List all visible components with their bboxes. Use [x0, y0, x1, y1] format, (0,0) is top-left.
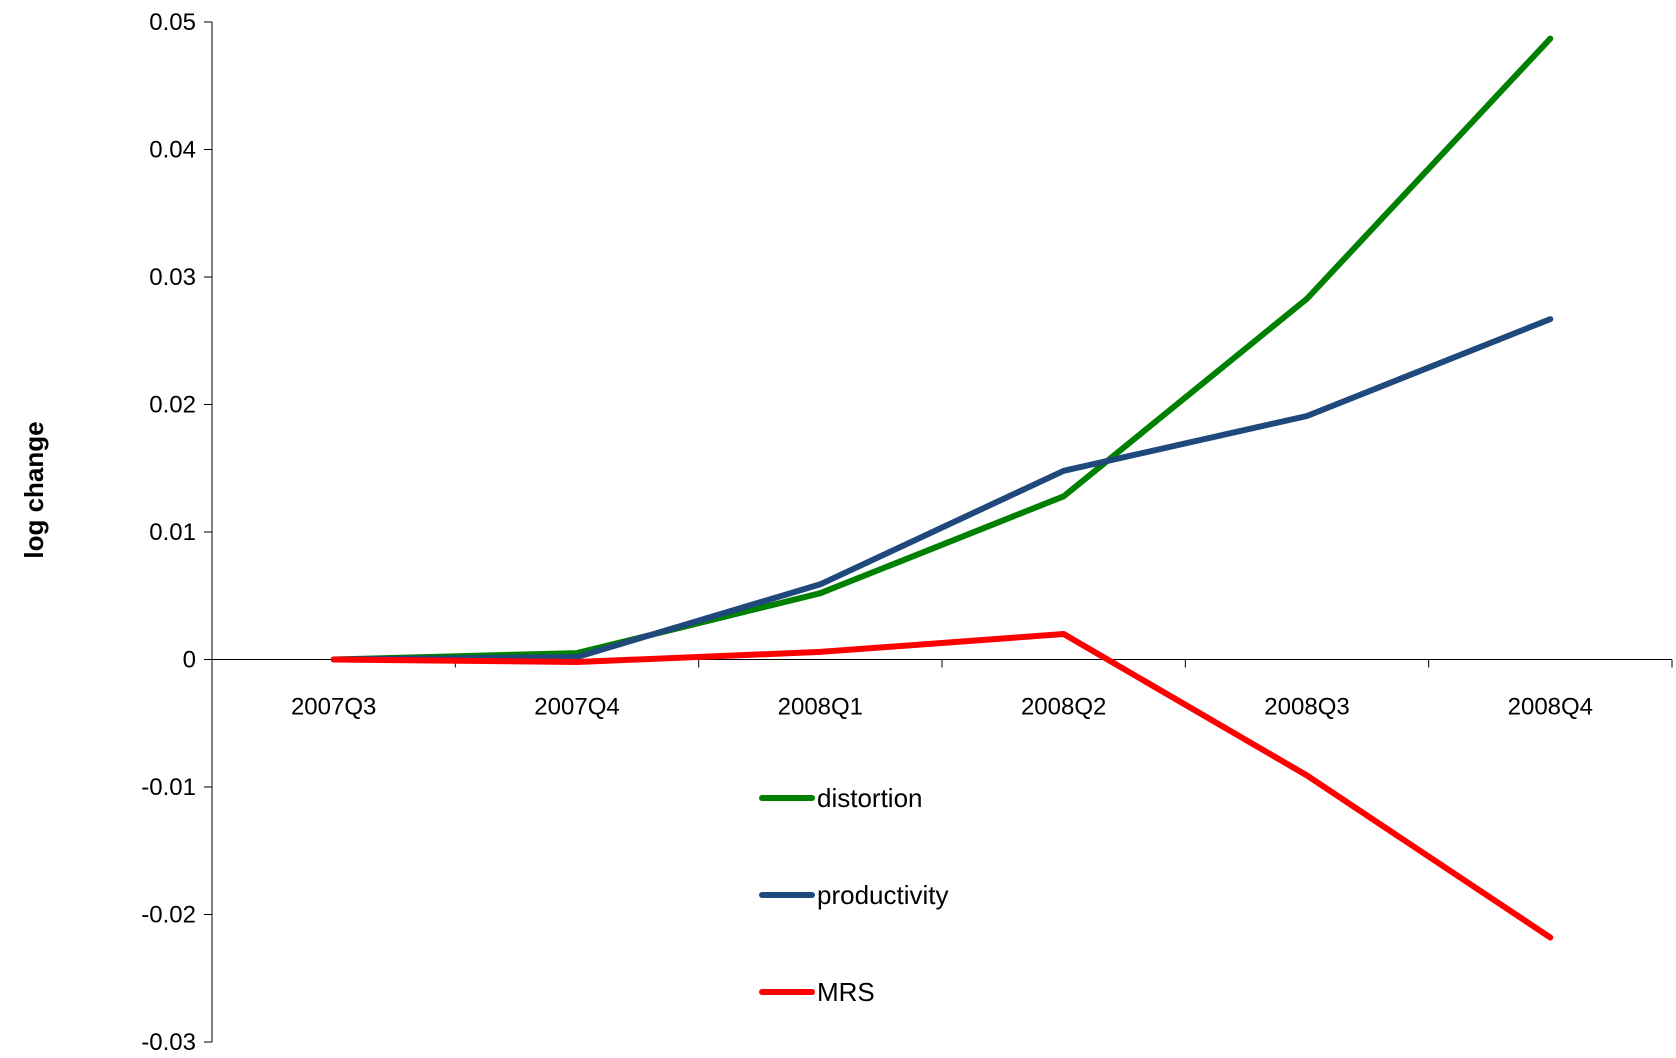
series-line-productivity	[330, 316, 1554, 663]
y-tick-label: -0.03	[141, 1029, 196, 1056]
x-tick-label: 2008Q1	[778, 694, 863, 721]
axes: 0.05 0.04 0.03 0.02 0.01 0 -0.01 -0.02 -0.03 2007…	[141, 9, 1673, 1056]
legend-label-productivity: productivity	[817, 880, 949, 910]
series-line-mrs	[330, 631, 1554, 941]
y-tick-label: -0.01	[141, 774, 196, 801]
y-tick-label: 0.05	[149, 9, 196, 36]
y-tick-label: 0.03	[149, 264, 196, 291]
x-tick-label: 2008Q2	[1021, 694, 1106, 721]
y-tick-label: 0.01	[149, 519, 196, 546]
y-tick-label: 0	[183, 647, 196, 674]
x-tick-label: 2007Q4	[534, 694, 619, 721]
y-tick-label: 0.02	[149, 392, 196, 419]
legend-label-mrs: MRS	[817, 977, 875, 1007]
y-axis-title: log change	[19, 421, 49, 558]
legend: distortion productivity MRS	[759, 783, 949, 1007]
x-tick-label: 2007Q3	[291, 694, 376, 721]
x-tick-label: 2008Q4	[1508, 694, 1593, 721]
y-tick-label: 0.04	[149, 137, 196, 164]
y-tick-label: -0.02	[141, 902, 196, 929]
legend-label-distortion: distortion	[817, 783, 923, 813]
series-line-distortion	[330, 35, 1554, 663]
series-lines	[330, 35, 1554, 941]
x-tick-label: 2008Q3	[1264, 694, 1349, 721]
